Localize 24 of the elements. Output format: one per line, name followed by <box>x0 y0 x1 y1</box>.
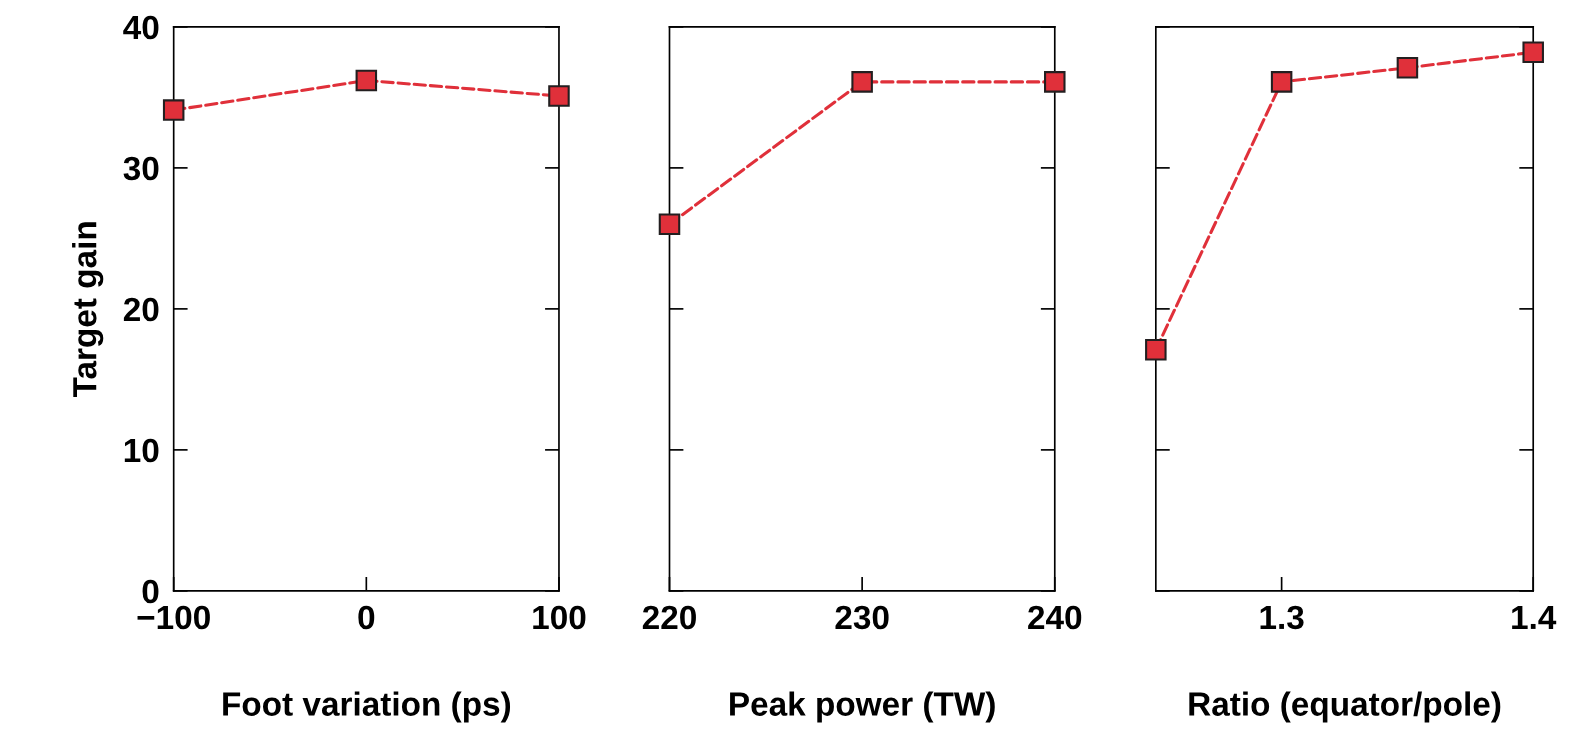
point <box>1145 339 1167 361</box>
point <box>548 85 570 107</box>
y-tick-label: 0 <box>142 579 159 604</box>
x-axis-title: Peak power (TW) <box>730 691 995 723</box>
y-tick-label: 40 <box>123 15 159 40</box>
x-tick-label: 0 <box>358 605 375 630</box>
x-axis-title: Foot variation (ps) <box>223 691 511 723</box>
y-axis-title: Target gain <box>72 222 104 398</box>
y-tick-label: 20 <box>123 297 159 322</box>
point <box>162 99 185 121</box>
point <box>1396 57 1419 79</box>
x-tick-label: 240 <box>1028 605 1082 630</box>
y-tick-label: 10 <box>124 438 159 463</box>
x-tick-label: 100 <box>533 605 586 630</box>
x-tick-label: −100 <box>137 605 210 630</box>
point <box>355 69 378 92</box>
x-tick-label: 1.3 <box>1260 605 1304 630</box>
x-tick-label: 220 <box>642 605 696 630</box>
x-tick-label: 230 <box>835 605 889 630</box>
x-tick-label: 1.4 <box>1512 605 1557 629</box>
x-axis-title: Ratio (equator/pole) <box>1189 691 1501 723</box>
y-tick-label: 30 <box>123 156 159 181</box>
point <box>1270 71 1293 93</box>
point <box>1522 41 1544 64</box>
